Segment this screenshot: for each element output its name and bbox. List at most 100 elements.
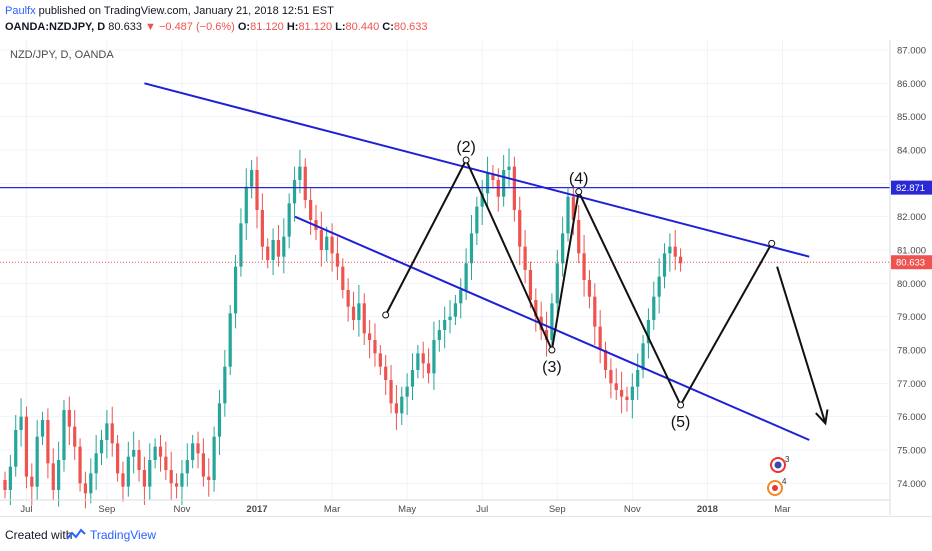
candle-body [593,296,597,327]
candle-body [341,266,345,290]
candle-body [62,410,66,460]
candle-body [657,276,661,297]
time-tick-label: Nov [624,504,641,515]
candle-body [110,423,114,444]
candle-body [673,246,677,257]
price-tick-label: 87.000 [897,46,926,57]
wave-label: (4) [569,171,589,188]
tradingview-brand-link[interactable]: TradingView [90,528,157,542]
price-tick-label: 76.000 [897,412,926,423]
candle-body [266,246,270,260]
candle-body [83,483,88,494]
symbol-label: OANDA:NZDJPY, D [5,21,106,33]
candle-body [534,300,538,317]
time-tick-label: 2017 [246,504,267,515]
projection-arrow-head [815,409,829,426]
candle-body [148,460,152,487]
wave-segment [679,242,773,406]
candle-body [630,386,634,400]
wave-segment [465,159,553,351]
wave-label: (5) [671,414,691,431]
candle-body [276,240,281,257]
price-axis[interactable]: 87.00086.00085.00084.00083.00082.00081.0… [891,46,932,490]
drawings: (2) (3) (4) (5) [0,82,890,441]
chart-legend: NZD/JPY, D, OANDA [10,49,114,61]
chart-header: Paulfx published on TradingView.com, Jan… [0,0,932,40]
price-change: −0.487 (−0.6%) [158,21,235,33]
candle-body [480,193,484,207]
candle-body [587,280,592,297]
candle-body [544,330,549,340]
candle-body [614,383,618,390]
candle-body [416,353,420,370]
candle-body [196,443,200,454]
wave-point [575,188,583,196]
wave-point [382,311,390,319]
candle-body [620,390,624,397]
channel-lower-line [294,215,810,441]
candles [3,148,683,509]
candle-body [389,380,393,404]
candle-body [555,263,559,304]
time-tick-label: Jul [476,504,488,515]
time-tick-label: May [398,504,416,515]
candle-body [437,330,441,340]
wave-point [677,401,685,409]
candle-body [426,363,431,374]
time-tick-label: Mar [324,504,340,515]
candle-body [357,303,361,320]
candle-body [678,256,683,264]
candle-body [491,173,495,180]
price-tick-label: 82.000 [897,212,926,223]
candle-body [260,210,264,247]
candle-body [662,253,667,277]
candle-body [528,270,533,300]
time-tick-label: Mar [774,504,790,515]
candle-body [561,233,565,264]
candle-body [287,203,291,237]
candle-body [362,303,366,334]
tradingview-logo-icon[interactable] [66,527,86,543]
wave-label: (3) [542,359,562,376]
candle-body [298,166,302,180]
candle-body [550,303,554,340]
candle-body [603,350,608,370]
candle-body [255,170,259,210]
candle-body [271,240,275,260]
candle-body [19,416,23,430]
event-count-label: 3 [785,455,790,464]
candle-body [448,316,452,320]
candle-body [405,386,409,397]
channel-upper-line [144,82,810,258]
candle-body [496,180,500,197]
candle-body [14,430,18,467]
candle-body [346,290,350,307]
candle-body [180,473,184,487]
time-tick-label: Sep [98,504,115,515]
time-axis[interactable]: Jul Sep Nov 2017 Mar May Jul Sep Nov 2018 Mar [20,504,790,515]
last-price-tag-bg [891,255,932,270]
high-label: H: [286,21,299,33]
candle-body [410,370,415,387]
price-tick-label: 79.000 [897,312,926,323]
author-link[interactable]: Paulfx [5,5,36,17]
candle-body [367,333,372,340]
candle-body [646,320,651,344]
candle-body [78,446,82,484]
candle-body [40,420,45,437]
candle-body [609,370,613,384]
price-chart[interactable]: (2)(3)(4)(5) 87.00086.00085.00084.00083.… [0,40,932,515]
price-tick-label: 78.000 [897,346,926,357]
high-value: 81.120 [298,21,333,33]
candle-body [121,473,125,487]
time-tick-label: Jul [20,504,32,515]
candle-body [485,173,490,194]
resistance-price-tag: 82.871 [896,183,925,194]
candle-body [400,396,404,414]
wave-segment [384,159,468,316]
indicator-icons[interactable]: 34 [767,455,790,496]
price-tick-label: 80.000 [897,279,926,290]
open-label: O: [237,21,251,33]
low-value: 80.440 [345,21,380,33]
candle-body [217,403,222,437]
